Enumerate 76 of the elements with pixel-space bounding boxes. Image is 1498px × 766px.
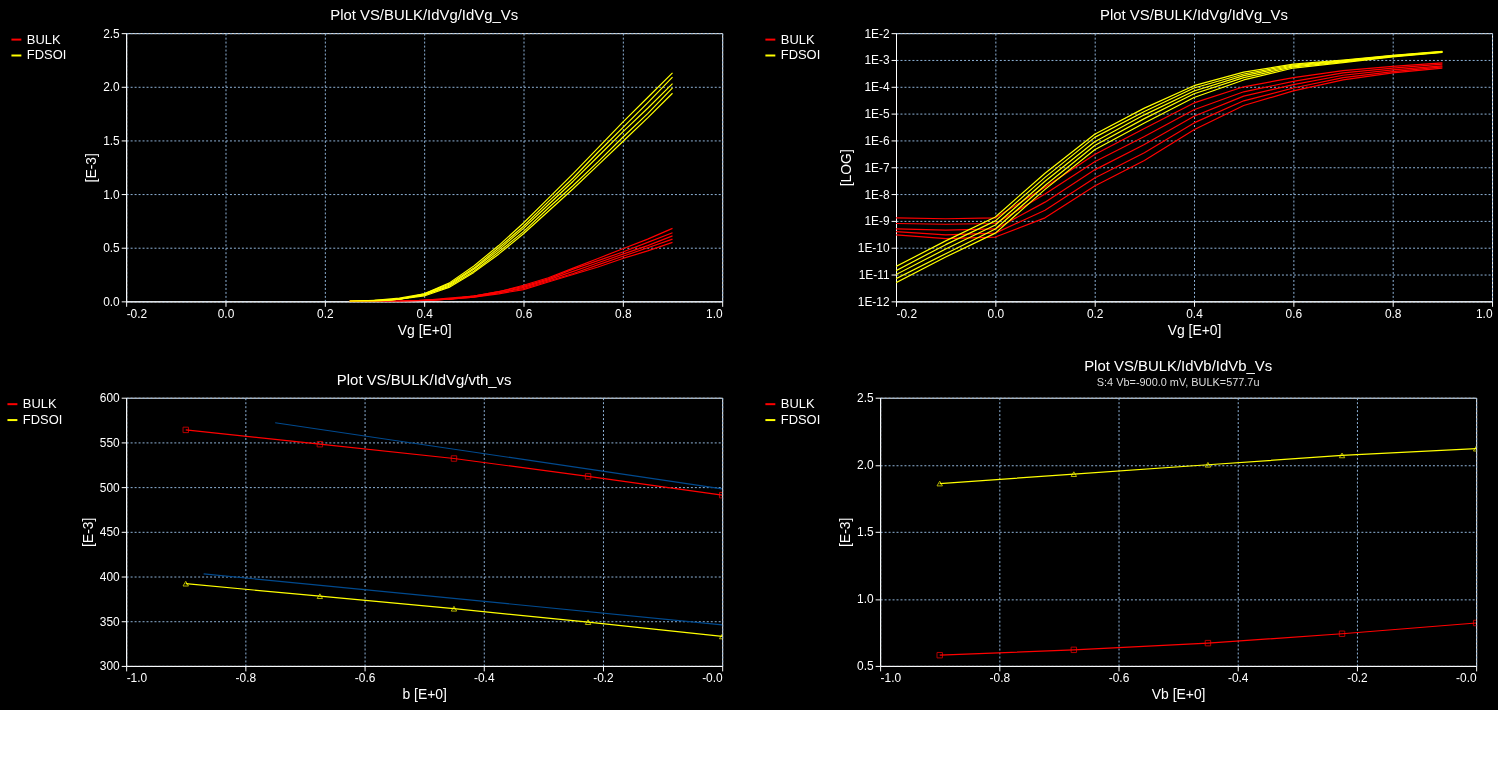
x-tick-label: -0.0 bbox=[1456, 671, 1478, 686]
y-tick-label: 500 bbox=[99, 480, 121, 495]
y-tick-label: 0.5 bbox=[103, 241, 121, 256]
x-axis-title: Vg [E+0] bbox=[1167, 321, 1222, 338]
x-tick-label: -0.0 bbox=[702, 671, 724, 686]
legend-label: FDSOI bbox=[26, 47, 67, 63]
chart-title: Plot VS/BULK/IdVg/IdVg_Vs bbox=[330, 7, 519, 24]
y-tick-label: 1E-2 bbox=[864, 26, 890, 41]
x-tick-label: 1.0 bbox=[706, 306, 724, 321]
x-tick-label: 0.2 bbox=[1086, 306, 1104, 321]
x-tick-label: -0.6 bbox=[1108, 671, 1130, 686]
x-tick-label: 0.8 bbox=[615, 306, 632, 321]
legend-label: BULK bbox=[22, 396, 57, 412]
x-tick-label: -0.6 bbox=[354, 671, 376, 686]
y-tick-label: 1.5 bbox=[857, 525, 875, 540]
y-tick-label: 400 bbox=[99, 569, 121, 584]
x-tick-label: -0.2 bbox=[1347, 671, 1369, 686]
x-tick-label: -0.4 bbox=[474, 671, 495, 686]
y-tick-label: 2.0 bbox=[857, 458, 875, 473]
y-tick-label: 2.5 bbox=[857, 391, 875, 406]
y-tick-label: 2.0 bbox=[103, 80, 121, 95]
y-tick-label: 1E-7 bbox=[864, 160, 890, 175]
x-axis-title: b [E+0] bbox=[402, 686, 447, 703]
y-axis-title: [E-3] bbox=[83, 153, 100, 183]
x-tick-label: 0.6 bbox=[1285, 306, 1303, 321]
y-tick-label: 2.5 bbox=[103, 26, 121, 41]
y-tick-label: 550 bbox=[99, 435, 121, 450]
y-tick-label: 1E-3 bbox=[864, 53, 890, 68]
x-tick-label: -0.8 bbox=[989, 671, 1011, 686]
y-tick-label: 1.0 bbox=[857, 592, 875, 607]
y-axis-title: [E-3] bbox=[79, 517, 96, 547]
x-tick-label: 0.2 bbox=[317, 306, 334, 321]
y-tick-label: 0.0 bbox=[103, 294, 121, 309]
chart-title: Plot VS/BULK/IdVb/IdVb_Vs bbox=[1084, 357, 1273, 374]
x-tick-label: -0.4 bbox=[1227, 671, 1249, 686]
y-tick-label: 350 bbox=[99, 614, 121, 629]
y-axis-title: [E-3] bbox=[837, 517, 854, 547]
y-tick-label: 1E-8 bbox=[864, 187, 890, 202]
x-tick-label: -0.2 bbox=[896, 306, 918, 321]
legend-label: BULK bbox=[780, 396, 815, 412]
x-tick-label: 0.0 bbox=[217, 306, 235, 321]
x-tick-label: -1.0 bbox=[126, 671, 148, 686]
y-tick-label: 1.0 bbox=[103, 187, 121, 202]
x-tick-label: 1.0 bbox=[1475, 306, 1493, 321]
legend-label: FDSOI bbox=[22, 412, 63, 428]
legend-label: FDSOI bbox=[780, 412, 821, 428]
chart-title: Plot VS/BULK/IdVg/vth_vs bbox=[336, 371, 512, 388]
x-tick-label: 0.0 bbox=[987, 306, 1005, 321]
y-tick-label: 1E-6 bbox=[864, 133, 890, 148]
x-tick-label: 0.4 bbox=[416, 306, 434, 321]
y-tick-label: 1E-12 bbox=[857, 294, 890, 309]
x-tick-label: 0.6 bbox=[515, 306, 533, 321]
x-tick-label: -0.2 bbox=[126, 306, 148, 321]
y-tick-label: 1E-4 bbox=[864, 80, 890, 95]
y-tick-label: 1E-5 bbox=[864, 107, 890, 122]
x-tick-label: -0.2 bbox=[593, 671, 615, 686]
y-tick-label: 450 bbox=[99, 525, 121, 540]
x-tick-label: -0.8 bbox=[235, 671, 257, 686]
x-axis-title: Vg [E+0] bbox=[397, 321, 452, 338]
y-axis-title: [LOG] bbox=[837, 149, 854, 187]
legend-label: BULK bbox=[780, 31, 815, 47]
y-tick-label: 1.5 bbox=[103, 133, 121, 148]
y-tick-label: 600 bbox=[99, 391, 121, 406]
legend-label: BULK bbox=[26, 31, 61, 47]
chart-title: Plot VS/BULK/IdVg/IdVg_Vs bbox=[1100, 7, 1288, 24]
y-tick-label: 1E-10 bbox=[857, 241, 890, 256]
x-tick-label: -1.0 bbox=[880, 671, 902, 686]
y-tick-label: 1E-9 bbox=[864, 214, 890, 229]
x-axis-title: Vb [E+0] bbox=[1151, 686, 1206, 703]
x-tick-label: 0.4 bbox=[1186, 306, 1204, 321]
y-tick-label: 0.5 bbox=[857, 659, 875, 674]
x-tick-label: 0.8 bbox=[1384, 306, 1402, 321]
y-tick-label: 1E-11 bbox=[858, 268, 890, 283]
y-tick-label: 300 bbox=[99, 659, 121, 674]
chart-subtitle: S:4 Vb=-900.0 mV, BULK=577.7u bbox=[1096, 375, 1260, 388]
legend-label: FDSOI bbox=[780, 47, 821, 63]
